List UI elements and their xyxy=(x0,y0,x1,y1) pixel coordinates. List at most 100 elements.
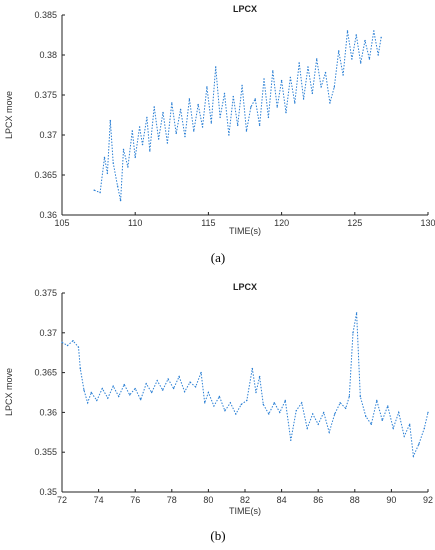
data-point xyxy=(355,312,358,314)
data-point xyxy=(348,395,351,398)
data-point xyxy=(240,403,243,406)
data-point xyxy=(364,39,366,42)
y-tick-label: 0.38 xyxy=(39,50,57,60)
data-point xyxy=(138,126,141,128)
data-point xyxy=(106,172,109,175)
x-tick-label: 78 xyxy=(167,495,177,505)
data-point xyxy=(101,387,103,390)
data-point xyxy=(162,111,164,114)
data-point xyxy=(322,411,325,414)
y-tick-label: 0.37 xyxy=(39,130,57,140)
data-point xyxy=(295,410,297,412)
panel-label-a: (a) xyxy=(211,250,225,265)
data-point xyxy=(337,50,340,52)
data-point xyxy=(175,132,177,135)
data-point xyxy=(178,375,180,378)
data-point xyxy=(139,398,142,401)
data-point xyxy=(306,427,308,430)
data-point xyxy=(355,34,357,36)
data-point xyxy=(272,70,274,72)
data-point xyxy=(189,381,191,383)
chart-a-series xyxy=(93,30,382,202)
series-line xyxy=(94,30,382,201)
y-tick-label: 0.36 xyxy=(39,210,57,220)
data-point xyxy=(99,191,101,194)
data-point xyxy=(219,116,221,119)
y-tick-label: 0.355 xyxy=(34,447,57,457)
data-point xyxy=(184,135,186,138)
data-point xyxy=(258,124,261,127)
y-tick-label: 0.37 xyxy=(39,328,57,338)
data-point xyxy=(188,98,191,100)
data-point xyxy=(298,62,300,64)
data-point xyxy=(245,130,248,132)
data-point xyxy=(359,62,362,64)
chart-a-title: LPCX xyxy=(233,4,257,14)
data-point xyxy=(373,30,375,32)
data-point xyxy=(412,455,415,457)
data-point xyxy=(317,423,319,426)
data-point xyxy=(127,166,129,168)
data-point xyxy=(311,92,314,95)
data-point xyxy=(150,391,153,394)
data-point xyxy=(344,407,347,410)
x-tick-label: 80 xyxy=(203,495,213,505)
data-point xyxy=(161,389,164,391)
data-point xyxy=(359,395,361,398)
data-point xyxy=(267,116,270,119)
chart-panel-a: LPCX 105 110 115 120 125 130 0.360.3650.370.3… xyxy=(4,4,435,265)
data-point xyxy=(167,378,169,380)
data-point xyxy=(333,86,336,88)
data-point xyxy=(280,79,283,82)
data-point xyxy=(223,92,226,95)
data-point xyxy=(329,102,331,104)
data-point xyxy=(365,415,367,418)
x-tick-label: 86 xyxy=(313,495,323,505)
y-tick-label: 0.35 xyxy=(39,487,57,497)
data-point xyxy=(273,402,275,404)
x-tick-label: 84 xyxy=(277,495,287,505)
data-point xyxy=(156,379,158,382)
data-point xyxy=(116,185,119,187)
x-tick-label: 120 xyxy=(274,218,289,228)
data-point xyxy=(206,86,208,88)
data-point xyxy=(200,371,202,374)
data-point xyxy=(387,405,389,407)
data-point xyxy=(109,119,112,122)
data-point xyxy=(376,399,378,402)
y-tick-label: 0.375 xyxy=(34,288,57,298)
data-point xyxy=(207,391,210,394)
data-point xyxy=(316,58,318,60)
data-point xyxy=(285,111,287,114)
data-point xyxy=(381,419,383,422)
data-point xyxy=(107,397,109,399)
x-tick-label: 110 xyxy=(128,218,142,228)
data-point xyxy=(153,106,155,108)
data-point xyxy=(157,138,160,140)
data-point xyxy=(352,332,354,334)
data-point xyxy=(131,130,133,132)
data-point xyxy=(241,84,243,87)
y-tick-label: 0.385 xyxy=(34,10,57,20)
data-point xyxy=(418,443,420,445)
data-point xyxy=(276,106,278,108)
data-point xyxy=(72,340,74,342)
data-point xyxy=(403,435,405,437)
x-tick-label: 90 xyxy=(386,495,396,505)
data-point xyxy=(123,383,125,386)
data-point xyxy=(210,122,213,124)
data-point xyxy=(66,344,69,347)
data-point xyxy=(251,367,254,370)
data-point xyxy=(129,394,131,396)
data-point xyxy=(103,156,106,159)
chart-panel-b: LPCX 72 74 76 78 80 82 84 86 88 90 92 0.350.3550.3… xyxy=(4,282,433,543)
data-point xyxy=(204,402,206,404)
chart-b-series xyxy=(61,312,429,459)
data-point xyxy=(342,74,344,76)
data-point xyxy=(368,58,371,60)
x-tick-label: 76 xyxy=(130,495,140,505)
data-point xyxy=(423,427,426,430)
data-point xyxy=(301,402,303,404)
y-tick-label: 0.36 xyxy=(39,407,57,417)
